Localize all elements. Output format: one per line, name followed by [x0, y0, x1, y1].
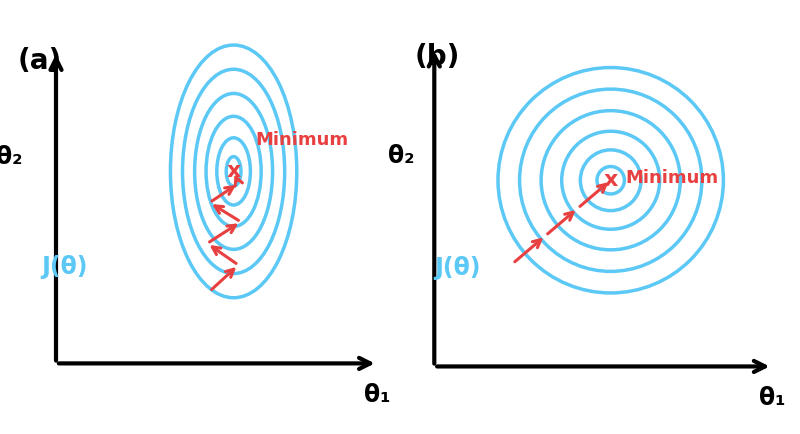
Text: θ₁: θ₁	[759, 386, 786, 410]
Text: J(θ): J(θ)	[434, 256, 481, 280]
Text: (a): (a)	[18, 46, 62, 75]
Text: J(θ): J(θ)	[42, 255, 88, 279]
Text: θ₁: θ₁	[364, 383, 391, 407]
Text: x: x	[603, 170, 618, 190]
Text: θ₂: θ₂	[388, 144, 414, 168]
Text: (b): (b)	[414, 43, 460, 71]
Text: Minimum: Minimum	[626, 169, 718, 187]
Text: x: x	[226, 161, 241, 181]
Text: Minimum: Minimum	[255, 131, 348, 149]
Text: θ₂: θ₂	[0, 145, 22, 169]
